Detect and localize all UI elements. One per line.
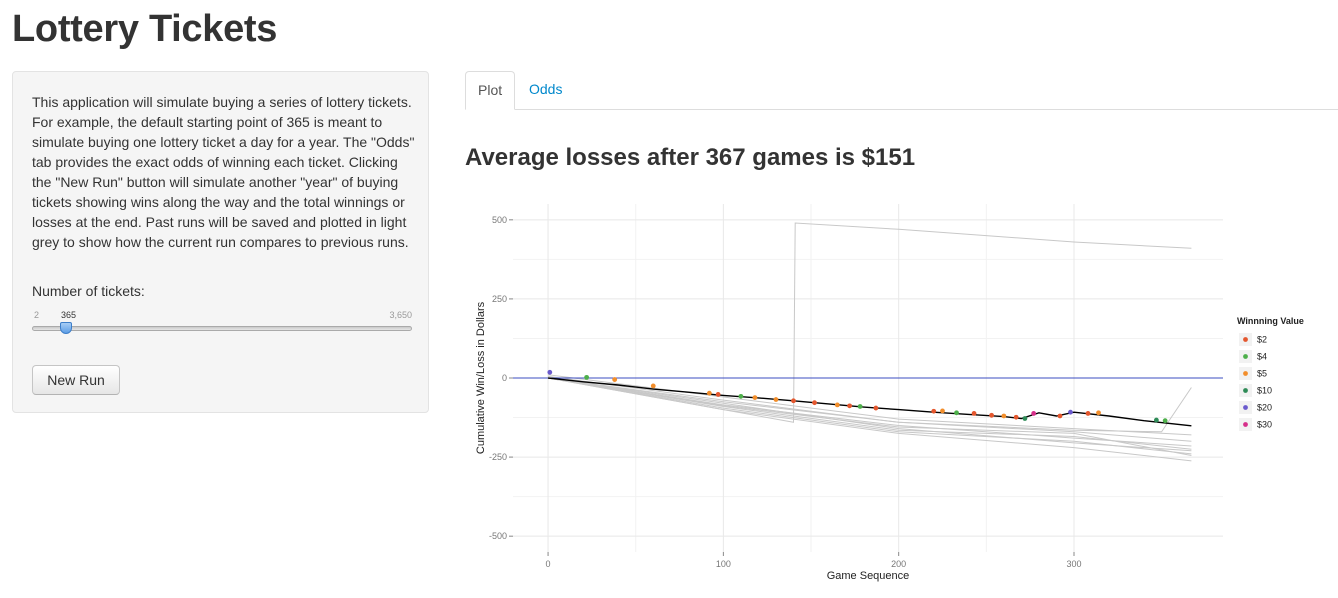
y-tick-label: 0 bbox=[502, 373, 507, 383]
legend-label: $4 bbox=[1257, 352, 1267, 362]
plot-heading: Average losses after 367 games is $151 bbox=[465, 144, 916, 171]
slider-track[interactable] bbox=[32, 326, 412, 331]
slider-label: Number of tickets: bbox=[32, 283, 145, 299]
win-point bbox=[1068, 409, 1073, 415]
y-tick-label: 500 bbox=[492, 215, 507, 225]
win-point bbox=[706, 390, 712, 396]
slider-max-label: 3,650 bbox=[389, 310, 412, 320]
previous-run-line bbox=[548, 377, 1192, 433]
legend-key bbox=[1243, 337, 1248, 342]
legend-label: $2 bbox=[1257, 335, 1267, 345]
current-run-line bbox=[548, 377, 1192, 427]
tab-plot[interactable]: Plot bbox=[465, 71, 516, 110]
app-title: Lottery Tickets bbox=[12, 8, 278, 50]
win-point bbox=[847, 403, 852, 409]
sidebar-panel: This application will simulate buying a … bbox=[12, 71, 429, 413]
win-loss-chart: 0 100 200 300 -500 -250 0 250 500 Game Sequence Cu… bbox=[475, 204, 1304, 582]
win-point bbox=[791, 398, 796, 404]
y-axis-title: Cumulative Win/Loss in Dollars bbox=[475, 301, 487, 454]
win-point bbox=[1013, 414, 1019, 420]
legend-label: $30 bbox=[1257, 420, 1272, 430]
win-point bbox=[1085, 411, 1091, 416]
legend-key bbox=[1243, 405, 1248, 410]
tab-odds[interactable]: Odds bbox=[529, 81, 563, 97]
new-run-button[interactable]: New Run bbox=[32, 365, 120, 395]
win-point bbox=[715, 392, 721, 397]
previous-run-line bbox=[548, 377, 1192, 452]
previous-run-line bbox=[548, 377, 1192, 462]
win-point bbox=[1001, 413, 1007, 419]
x-tick-label: 200 bbox=[891, 559, 906, 569]
win-point bbox=[971, 411, 977, 416]
win-point bbox=[1031, 411, 1037, 416]
win-point bbox=[1057, 413, 1063, 419]
tickets-slider[interactable]: 2 365 3,650 bbox=[32, 310, 412, 336]
win-point bbox=[989, 412, 994, 418]
win-point bbox=[873, 405, 879, 411]
win-point bbox=[1153, 417, 1159, 423]
y-tick-label: 250 bbox=[492, 294, 507, 304]
legend-title: Winnning Value bbox=[1237, 316, 1304, 326]
legend-label: $10 bbox=[1257, 386, 1272, 396]
win-point bbox=[940, 408, 945, 414]
win-point bbox=[547, 369, 553, 375]
slider-min-label: 2 bbox=[34, 310, 40, 320]
win-point bbox=[738, 393, 744, 399]
legend-key bbox=[1243, 371, 1248, 376]
win-point bbox=[812, 400, 817, 406]
win-point bbox=[1022, 416, 1028, 421]
win-point bbox=[584, 374, 590, 380]
app-description: This application will simulate buying a … bbox=[32, 94, 415, 250]
slider-handle[interactable] bbox=[59, 322, 72, 334]
win-point bbox=[650, 383, 656, 389]
x-tick-label: 100 bbox=[716, 559, 731, 569]
legend-key bbox=[1243, 354, 1248, 359]
win-point bbox=[1096, 410, 1101, 416]
slider-value-label: 365 bbox=[61, 310, 77, 320]
legend-key bbox=[1243, 388, 1248, 393]
legend-key bbox=[1243, 422, 1248, 427]
win-point bbox=[612, 377, 618, 382]
legend-label: $20 bbox=[1257, 403, 1272, 413]
x-tick-label: 300 bbox=[1066, 559, 1081, 569]
y-tick-label: -500 bbox=[489, 531, 507, 541]
previous-run-line bbox=[548, 377, 1192, 456]
win-point bbox=[954, 410, 959, 416]
win-point bbox=[834, 402, 840, 408]
x-axis-title: Game Sequence bbox=[827, 570, 910, 582]
y-tick-label: -250 bbox=[489, 452, 507, 462]
x-tick-label: 0 bbox=[546, 559, 551, 569]
win-point bbox=[931, 408, 937, 414]
win-point bbox=[857, 404, 863, 409]
previous-run-line bbox=[548, 222, 1192, 423]
win-point bbox=[752, 395, 758, 401]
win-point bbox=[1162, 418, 1168, 424]
win-point bbox=[773, 397, 779, 402]
tab-bar: Plot Odds bbox=[465, 71, 1338, 110]
legend-label: $5 bbox=[1257, 369, 1267, 379]
